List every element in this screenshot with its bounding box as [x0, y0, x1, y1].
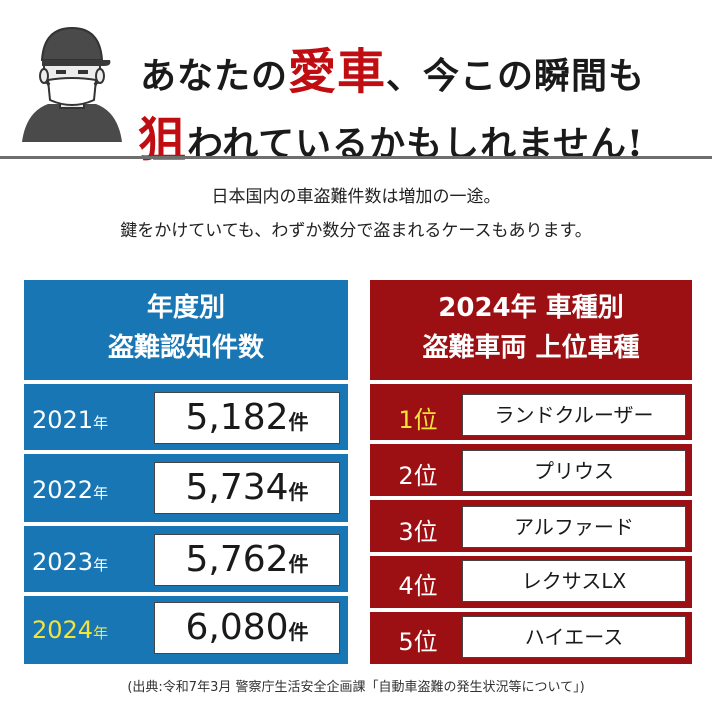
yearly-thefts-title-2: 盗難認知件数 — [107, 333, 264, 363]
model-ranking-header: 2024年 車種別 盗難車両 上位車種 — [370, 280, 692, 380]
table-row: 2021年 5,182件 — [24, 388, 348, 450]
row-divider — [24, 592, 348, 596]
table-row: 3位 アルファード — [370, 496, 692, 558]
model-ranking-title-1: 2024年 車種別 — [438, 293, 624, 323]
row-divider — [370, 496, 694, 500]
table-row: 2位 プリウス — [370, 440, 692, 502]
car-model: アルファード — [462, 506, 686, 548]
headline-line-1: あなたの愛車、今この瞬間も — [140, 32, 645, 102]
row-divider — [24, 450, 348, 454]
theft-count: 5,182件 — [154, 392, 340, 444]
yearly-thefts-header: 年度別 盗難認知件数 — [24, 280, 348, 380]
table-row: 2023年 5,762件 — [24, 530, 348, 592]
table-row: 1位 ランドクルーザー — [370, 384, 692, 446]
headline-emphasis: 狙 — [138, 112, 188, 168]
theft-count: 5,762件 — [154, 534, 340, 586]
car-model: ランドクルーザー — [462, 394, 686, 436]
row-divider — [370, 440, 694, 444]
rank-label: 4位 — [398, 572, 438, 600]
yearly-thefts-title-1: 年度別 — [146, 293, 225, 323]
yearly-thefts-table: 2021年 5,182件 2022年 5,734件 2023年 5,762件 2… — [24, 380, 348, 664]
year-label: 2023年 — [32, 548, 109, 576]
year-label: 2021年 — [32, 406, 109, 434]
source-note: (出典:令和7年3月 警察庁生活安全企画課「自動車盗難の発生状況等について」) — [127, 680, 585, 695]
headline-text: 、今この瞬間も — [386, 55, 646, 97]
row-divider — [370, 380, 694, 384]
model-ranking-title-2: 盗難車両 上位車種 — [422, 333, 640, 363]
intro-line-2: 鍵をかけていても、わずか数分で盗まれるケースもあります。 — [120, 221, 592, 241]
rank-label: 2位 — [398, 462, 438, 490]
model-ranking-table: 1位 ランドクルーザー 2位 プリウス 3位 アルファード 4位 レクサスLX … — [370, 380, 694, 664]
car-model: ハイエース — [462, 616, 686, 658]
rank-label: 3位 — [398, 518, 438, 546]
row-divider — [24, 380, 348, 384]
rank-label: 5位 — [398, 628, 438, 656]
year-label-highlight: 2024年 — [32, 616, 109, 644]
theft-count: 5,734件 — [154, 462, 340, 514]
table-row: 2022年 5,734件 — [24, 458, 348, 520]
headline-emphasis: 愛車 — [288, 44, 387, 100]
year-label: 2022年 — [32, 476, 109, 504]
car-model: プリウス — [462, 450, 686, 492]
rank-label-highlight: 1位 — [398, 406, 438, 434]
intro-line-1: 日本国内の車盗難件数は増加の一途。 — [211, 187, 501, 207]
theft-count: 6,080件 — [154, 602, 340, 654]
table-row: 5位 ハイエース — [370, 606, 692, 668]
header-divider — [0, 156, 712, 159]
row-divider — [370, 608, 694, 612]
row-divider — [24, 522, 348, 526]
row-divider — [370, 552, 694, 556]
table-row: 4位 レクサスLX — [370, 550, 692, 612]
masked-thief-icon — [22, 26, 122, 142]
table-row: 2024年 6,080件 — [24, 598, 348, 660]
car-model: レクサスLX — [462, 560, 686, 602]
headline-line-2: 狙われているかもしれません! — [138, 100, 644, 170]
headline-text: あなたの — [140, 55, 289, 97]
